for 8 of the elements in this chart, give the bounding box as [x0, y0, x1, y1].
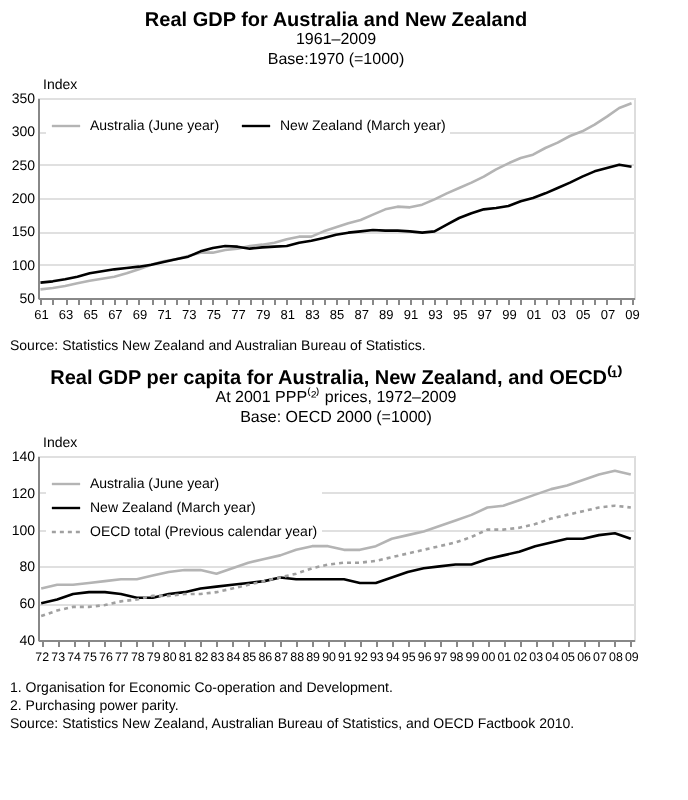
line-series: [39, 163, 633, 284]
chart-title: Real GDP for Australia and New Zealand: [144, 10, 528, 32]
chart-subtitle: 1961–2009 Base:1970 (=1000): [267, 30, 405, 68]
line-series: [39, 469, 633, 590]
chart-title: Real GDP per capita for Australia, New Zealand, and OECD⁽¹⁾: [50, 364, 622, 390]
chart-subtitle: At 2001 PPP⁽²⁾ prices, 1972–2009 Base: OECD 2000 (=1000): [215, 386, 458, 426]
line-series: [39, 504, 633, 618]
line-series: [39, 102, 633, 291]
